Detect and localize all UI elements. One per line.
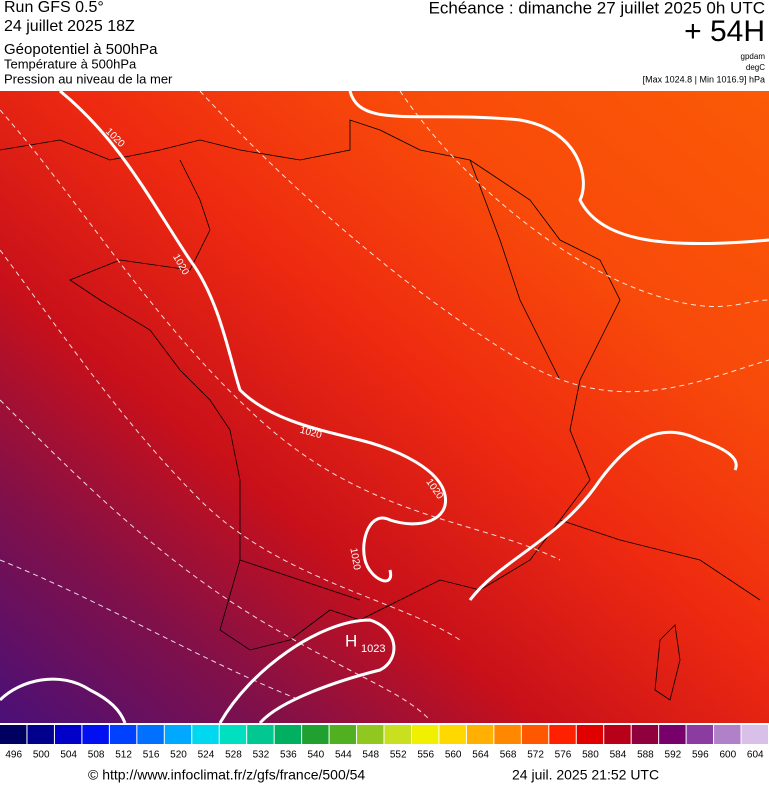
colorbar-swatch (192, 725, 219, 744)
colorbar-tick-label: 532 (253, 750, 270, 761)
colorbar-swatch (631, 725, 659, 744)
colorbar-swatch (521, 725, 549, 744)
colorbar-tick-label: 560 (445, 750, 462, 761)
unit-label: degC (746, 63, 765, 72)
colorbar-swatch (411, 725, 439, 744)
colorbar-tick-label: 520 (170, 750, 187, 761)
colorbar-tick-label: 504 (60, 750, 77, 761)
colorbar-tick-label: 600 (719, 750, 736, 761)
colorbar-swatch (576, 725, 604, 744)
colorbar-tick-label: 596 (692, 750, 709, 761)
colorbar-tick-label: 556 (417, 750, 434, 761)
isobar (468, 430, 738, 601)
colorbar-swatch (109, 725, 137, 744)
colorbar-tick-label: 528 (225, 750, 242, 761)
colorbar-swatch (549, 725, 576, 744)
colorbar-tick-label: 568 (500, 750, 517, 761)
isohypse (0, 559, 301, 701)
colorbar-swatch (164, 725, 192, 744)
isobar (0, 677, 127, 723)
lead-time: + 54H (684, 15, 765, 48)
isobar (59, 91, 447, 583)
colorbar-tick-label: 548 (362, 750, 379, 761)
coastline-corsica (654, 624, 681, 701)
colorbar-swatch (54, 725, 82, 744)
colorbar-swatch (247, 725, 274, 744)
colorbar-tick-label: 580 (582, 750, 599, 761)
colorbar-swatch (82, 725, 109, 744)
isohypse (399, 91, 769, 308)
map: 1020 1020 1020 1020 1020 H 1023 (0, 91, 769, 723)
colorbar-swatch (741, 725, 768, 744)
colorbar-swatch (686, 725, 714, 744)
colorbar-tick-label: 516 (143, 750, 160, 761)
colorbar-tick-label: 536 (280, 750, 297, 761)
timestamp: 24 juil. 2025 21:52 UTC (512, 767, 659, 783)
coastline (0, 119, 621, 651)
high-pressure-value: 1023 (361, 643, 385, 655)
colorbar-tick-label: 584 (610, 750, 627, 761)
field-label: Géopotentiel à 500hPa (4, 41, 158, 58)
colorbar-tick-label: 576 (555, 750, 572, 761)
colorbar-swatch (439, 725, 466, 744)
colorbar-tick-label: 500 (33, 750, 50, 761)
colorbar-tick-label: 592 (665, 750, 682, 761)
pressure-range: [Max 1024.8 | Min 1016.9] hPa (643, 74, 765, 84)
colorbar-swatch (0, 725, 27, 744)
colorbar-tick-label: 544 (335, 750, 352, 761)
colorbar-swatch (714, 725, 741, 744)
colorbar-swatch (466, 725, 494, 744)
colorbar-swatch (494, 725, 521, 744)
colorbar: 496 500 504 508 512 516 520 524 528 532 536 540 544 5… (0, 725, 768, 761)
source-url: © http://www.infoclimat.fr/z/gfs/france/… (88, 767, 365, 783)
colorbar-tick-label: 496 (5, 750, 22, 761)
colorbar-tick-label: 564 (472, 750, 489, 761)
colorbar-swatch (384, 725, 411, 744)
run-title: Run GFS 0.5° (4, 0, 104, 16)
field-label: Température à 500hPa (4, 56, 137, 71)
colorbar-swatch (604, 725, 631, 744)
isohypse (199, 91, 769, 393)
colorbar-swatch (274, 725, 302, 744)
high-pressure-label: H (345, 631, 357, 650)
colorbar-swatch (219, 725, 247, 744)
colorbar-tick-label: 572 (527, 750, 544, 761)
colorbar-swatch (27, 725, 54, 744)
colorbar-tick-label: 604 (747, 750, 764, 761)
colorbar-swatch (329, 725, 357, 744)
colorbar-swatch (357, 725, 384, 744)
colorbar-tick-label: 588 (637, 750, 654, 761)
isobar-label: 1020 (347, 547, 362, 571)
run-date: 24 juillet 2025 18Z (4, 18, 135, 35)
border (239, 159, 761, 601)
colorbar-swatch (302, 725, 329, 744)
colorbar-swatch (659, 725, 686, 744)
isobar (348, 91, 769, 246)
colorbar-tick-label: 508 (88, 750, 105, 761)
colorbar-swatch (137, 725, 164, 744)
colorbar-tick-label: 540 (307, 750, 324, 761)
valid-time: Echéance : dimanche 27 juillet 2025 0h U… (429, 0, 765, 17)
colorbar-tick-label: 524 (198, 750, 215, 761)
colorbar-tick-label: 552 (390, 750, 407, 761)
unit-label: gpdam (741, 52, 766, 61)
temperature-field (0, 91, 769, 723)
field-label: Pression au niveau de la mer (4, 71, 173, 86)
isobar (218, 618, 396, 723)
colorbar-tick-label: 512 (115, 750, 132, 761)
